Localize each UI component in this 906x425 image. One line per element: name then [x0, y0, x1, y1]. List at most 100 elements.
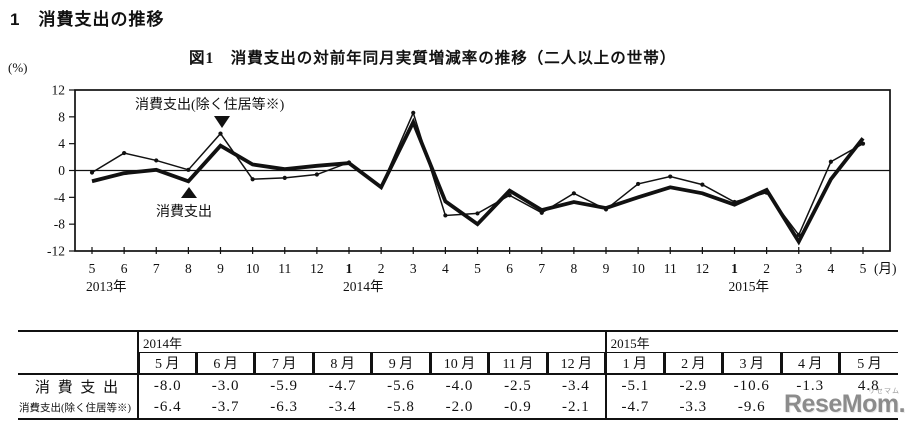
data-point-excl-housing	[314, 172, 319, 177]
month-header-cell: 8 月	[311, 352, 372, 375]
month-header-cell: 2 月	[662, 352, 723, 375]
month-header-cell: 10 月	[428, 352, 489, 375]
value-cell: -4.0	[445, 377, 474, 394]
data-point-excl-housing	[443, 213, 448, 218]
year-header-cell: 2014年	[138, 330, 606, 353]
x-tick-label: 3	[795, 261, 802, 276]
y-tick-label: 4	[58, 136, 65, 151]
data-point-excl-housing	[89, 170, 95, 175]
y-tick-label: -8	[54, 217, 65, 232]
value-cell: -4.7	[604, 397, 665, 420]
month-header-cell: 3 月	[721, 352, 781, 375]
value-cell: -0.9	[488, 397, 548, 420]
month-header-cell: 4 月	[779, 352, 840, 375]
value-cell: -3.0	[211, 377, 240, 394]
x-tick-label: 11	[278, 261, 291, 276]
year-label: 2015年	[729, 279, 770, 294]
watermark: リセマム ReseMom.	[784, 388, 906, 419]
value-cell: -5.6	[387, 377, 415, 394]
data-point-excl-housing	[154, 158, 159, 163]
x-tick-label: 4	[442, 261, 449, 276]
row-label: 消費支出(除く住居等※)	[18, 397, 139, 420]
x-tick-label: 3	[410, 261, 417, 276]
x-tick-label: 8	[571, 261, 578, 276]
y-tick-label: 12	[52, 85, 66, 98]
value-cell: -2.1	[547, 397, 606, 420]
value-cell: -3.3	[664, 397, 723, 420]
x-tick-label: 9	[217, 261, 224, 276]
x-tick-label: 6	[121, 261, 128, 276]
x-tick-label: 1	[731, 261, 738, 276]
value-cell: -3.4	[562, 377, 590, 394]
value-cell: 4.8	[857, 377, 880, 394]
data-point-excl-housing	[250, 177, 255, 182]
value-cell	[781, 397, 840, 420]
value-cell: -4.7	[328, 377, 357, 394]
y-tick-label: 8	[58, 109, 65, 124]
value-cell: -5.9	[270, 377, 298, 394]
data-point-excl-housing	[475, 211, 480, 216]
row-label: 消 費 支 出	[18, 374, 139, 397]
x-tick-label: 4	[828, 261, 835, 276]
y-tick-label: 0	[58, 163, 65, 178]
data-point-excl-housing	[186, 167, 191, 172]
month-header-cell: 1 月	[604, 352, 665, 375]
x-tick-label: 5	[89, 261, 96, 276]
legend-down-triangle-icon	[214, 116, 230, 128]
series-line-consumption	[91, 117, 865, 246]
y-tick-label: -12	[47, 244, 65, 259]
figure-title: 図1 消費支出の対前年同月実質増減率の推移（二人以上の世帯）	[189, 50, 677, 67]
x-tick-label: 10	[246, 261, 260, 276]
year-label: 2014年	[343, 279, 384, 294]
data-point-excl-housing	[828, 159, 833, 164]
month-header-cell: 6 月	[194, 352, 255, 375]
legend-consumption-label: 消費支出	[156, 204, 212, 220]
data-point-excl-housing	[411, 110, 416, 115]
value-cell: -8.0	[153, 377, 182, 394]
watermark-text: ReseMom.	[784, 390, 906, 418]
x-unit-label: (月)	[874, 261, 897, 276]
x-tick-label: 5	[474, 261, 481, 276]
month-header-cell: 5 月	[837, 352, 898, 375]
x-tick-label: 7	[538, 261, 545, 276]
data-point-excl-housing	[668, 174, 673, 179]
watermark-ruby: リセマム	[868, 388, 901, 395]
value-cell: -1.3	[796, 377, 825, 394]
value-cell: -6.4	[138, 397, 197, 420]
data-point-excl-housing	[218, 131, 223, 136]
x-tick-label: 9	[603, 261, 610, 276]
legend-up-triangle-icon	[181, 187, 197, 198]
month-header-cell: 12 月	[545, 352, 606, 375]
data-point-excl-housing	[700, 182, 705, 187]
month-header-cell: 9 月	[370, 352, 431, 375]
x-tick-label: 2	[378, 261, 385, 276]
value-cell: -3.4	[313, 397, 372, 420]
x-tick-label: 11	[664, 261, 677, 276]
data-point-excl-housing	[282, 175, 287, 180]
table-corner-cell	[18, 330, 139, 375]
month-header-cell: 7 月	[253, 352, 314, 375]
value-cell: -10.6	[733, 377, 770, 394]
value-cell: -2.9	[679, 377, 708, 394]
x-tick-label: 12	[310, 261, 324, 276]
value-cell: -9.6	[722, 397, 781, 420]
page-title: 1 消費支出の推移	[10, 10, 165, 29]
value-cell: -6.3	[254, 397, 314, 420]
x-tick-label: 7	[153, 261, 160, 276]
x-tick-label: 12	[696, 261, 710, 276]
value-cell: -3.7	[196, 397, 255, 420]
value-cell: -2.0	[430, 397, 489, 420]
data-point-excl-housing	[571, 191, 576, 196]
value-cell	[839, 397, 898, 420]
value-cell: -5.1	[604, 374, 665, 397]
x-tick-label: 5	[860, 261, 867, 276]
year-header-cell: 2015年	[604, 330, 898, 353]
month-header-cell: 5 月	[136, 352, 197, 375]
value-cell: -2.5	[504, 377, 532, 394]
value-cell: -5.8	[371, 397, 431, 420]
y-axis-unit-label: (%)	[8, 60, 28, 75]
